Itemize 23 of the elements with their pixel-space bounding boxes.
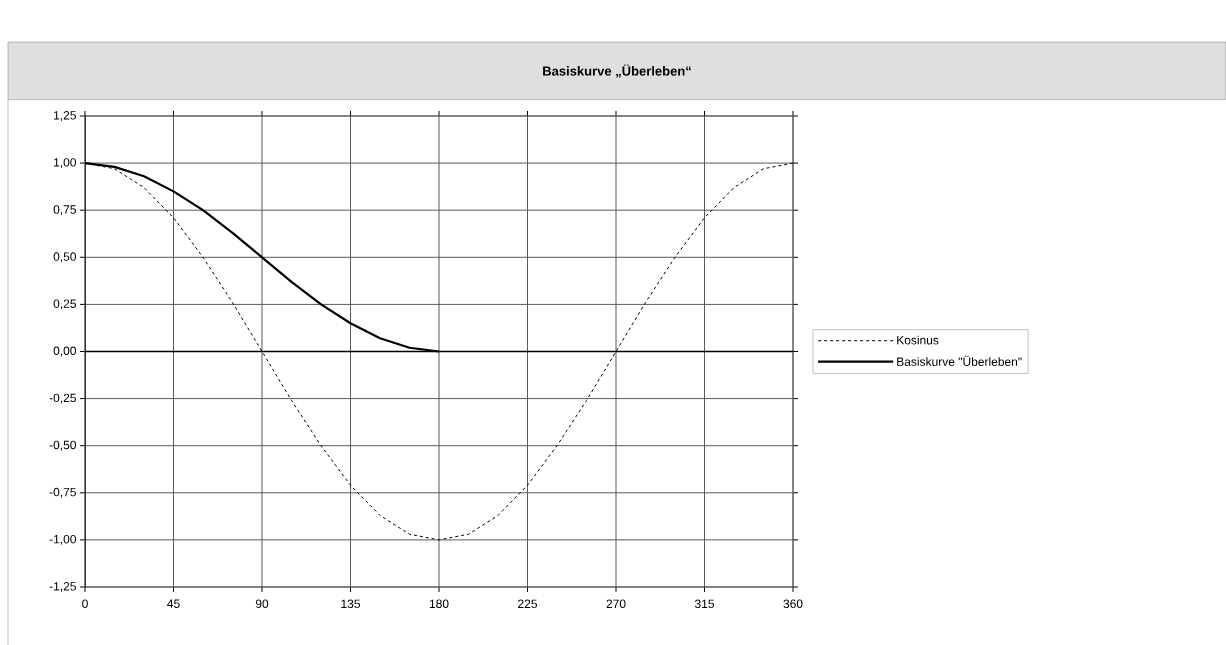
x-tick-label: 360 — [783, 599, 803, 609]
y-tick-label: -1,00 — [49, 534, 77, 545]
y-tick-label: 1,00 — [54, 158, 77, 169]
x-tick-label: 270 — [606, 599, 626, 609]
y-tick-label: 0,25 — [53, 299, 76, 310]
y-tick-label: -0,50 — [49, 440, 77, 451]
x-tick-label: 90 — [255, 599, 269, 609]
x-tick-label: 225 — [518, 599, 537, 609]
y-tick-label: -1,25 — [49, 582, 76, 592]
text: Basiskurve "Überleben" — [897, 355, 1022, 366]
x-tick-label: 45 — [167, 599, 180, 608]
y-tick-label: 0,75 — [53, 205, 76, 216]
y-tick-label: 0,00 — [53, 346, 77, 357]
x-tick-label: 180 — [429, 599, 449, 609]
x-tick-label: 135 — [341, 599, 361, 609]
y-tick-label: 1,25 — [54, 111, 76, 121]
y-tick-label: 0,50 — [53, 252, 77, 263]
x-tick-label: 0 — [82, 599, 88, 609]
text: Kosinus — [897, 335, 939, 345]
y-tick-label: -0,75 — [49, 487, 76, 498]
x-tick-label: 315 — [694, 599, 714, 609]
chart-title: Basiskurve „Überleben“ — [543, 64, 691, 78]
y-tick-label: -0,25 — [49, 393, 76, 404]
